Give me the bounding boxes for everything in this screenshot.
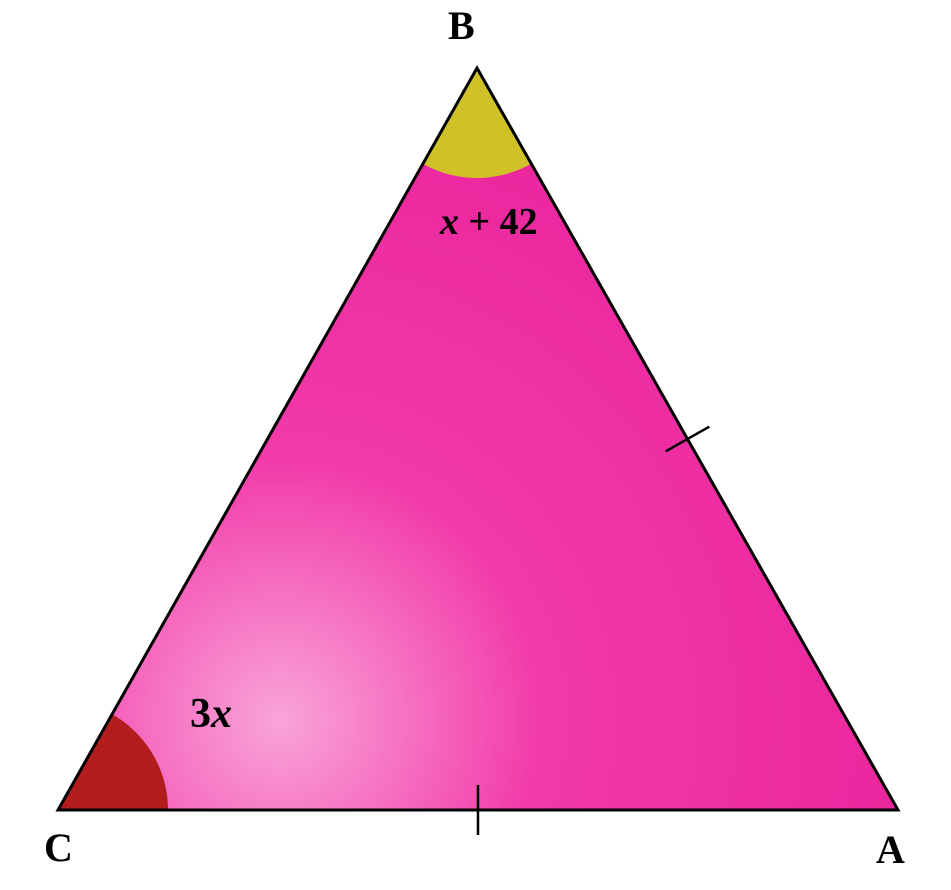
- triangle-diagram: B A C x + 42 3x: [0, 0, 951, 890]
- angle-b-arc: [367, 0, 587, 178]
- triangle-svg: [0, 0, 951, 890]
- angle-label-c: 3x: [190, 690, 232, 738]
- angle-b-text: x: [440, 201, 459, 243]
- vertex-label-a: A: [876, 826, 905, 873]
- vertex-label-b: B: [448, 2, 475, 49]
- triangle-fill: [58, 68, 898, 810]
- vertex-label-c: C: [44, 824, 73, 871]
- angle-b-text-plus: +: [459, 201, 500, 243]
- angle-b-text-num: 42: [500, 201, 538, 243]
- angle-c-text-coef: 3: [190, 691, 211, 737]
- angle-label-b: x + 42: [440, 200, 538, 244]
- angle-c-text-var: x: [211, 691, 232, 737]
